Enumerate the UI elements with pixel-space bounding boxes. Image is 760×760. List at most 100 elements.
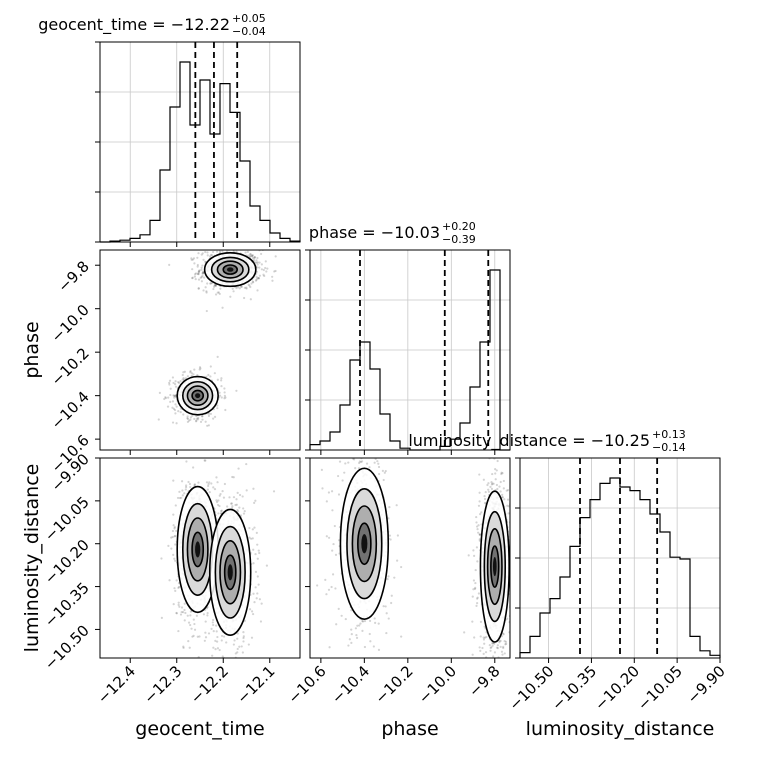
y-axis-label-phase: phase [21, 321, 43, 378]
sample-point [247, 254, 250, 257]
sample-point [331, 549, 334, 552]
sample-point [196, 265, 199, 268]
sample-point [478, 538, 481, 541]
sample-point [230, 661, 232, 663]
sample-point [227, 243, 229, 245]
sample-point [212, 417, 215, 420]
sample-point [510, 581, 512, 583]
sample-point [197, 272, 200, 275]
sample-point [515, 626, 517, 628]
sample-point [219, 492, 222, 496]
sample-point [218, 494, 221, 497]
sample-point [241, 651, 244, 654]
sample-point [182, 646, 185, 649]
sample-point [487, 490, 490, 493]
sample-point [187, 419, 191, 422]
sample-point [201, 272, 204, 275]
sample-point [243, 668, 245, 670]
sample-point [356, 624, 359, 627]
sample-point [212, 618, 215, 622]
sample-point [178, 496, 182, 500]
sample-point [232, 250, 235, 253]
title-minus: −0.14 [652, 441, 686, 454]
sample-point [483, 636, 487, 639]
sample-point [221, 490, 224, 493]
sample-point [212, 285, 216, 289]
sample-point [219, 251, 222, 254]
sample-point [190, 257, 193, 260]
panel-frame [99, 41, 301, 243]
sample-point [212, 623, 215, 627]
sample-point [491, 482, 494, 485]
sample-point [172, 524, 175, 527]
sample-point [220, 639, 223, 642]
sample-point [249, 252, 252, 256]
sample-point [354, 627, 357, 630]
sample-point [238, 645, 241, 648]
sample-point [400, 635, 403, 638]
sample-point [478, 491, 481, 494]
sample-point [238, 287, 241, 290]
sample-point [250, 245, 252, 247]
sample-point [186, 420, 189, 424]
sample-point [262, 273, 265, 276]
sample-point [196, 635, 199, 638]
sample-point [489, 485, 492, 488]
sample-point [361, 620, 364, 623]
sample-point [264, 260, 267, 263]
sample-point [496, 646, 500, 650]
sample-point [166, 405, 170, 408]
sample-point [205, 481, 209, 484]
sample-point [204, 260, 207, 263]
sample-point [358, 460, 361, 463]
sample-point [212, 630, 215, 633]
sample-point [340, 614, 343, 617]
sample-point [220, 396, 223, 399]
sample-point [483, 501, 487, 505]
sample-point [376, 460, 379, 463]
sample-point [199, 420, 203, 423]
sample-point [234, 503, 237, 507]
sample-point [203, 639, 206, 642]
sample-point [220, 379, 223, 382]
sample-point [476, 596, 479, 599]
x-tick-label-luminosity_distance: −10.20 [591, 662, 643, 714]
density-peak [195, 393, 201, 399]
y-tick-label-luminosity_distance: −10.35 [41, 579, 93, 631]
sample-point [181, 373, 184, 377]
sample-point [183, 602, 186, 605]
sample-point [256, 543, 259, 546]
sample-point [172, 513, 175, 516]
sample-point [396, 559, 399, 562]
sample-point [253, 526, 256, 529]
sample-point [252, 592, 255, 595]
sample-point [337, 607, 340, 610]
sample-point [236, 651, 239, 654]
sample-point [200, 268, 203, 271]
sample-point [247, 643, 250, 646]
sample-point [196, 263, 199, 267]
sample-point [218, 504, 221, 508]
sample-point [209, 375, 212, 378]
sample-point [157, 418, 160, 421]
sample-point [250, 253, 253, 257]
sample-point [490, 646, 493, 649]
sample-point [256, 592, 259, 595]
sample-point [253, 501, 256, 504]
sample-point [189, 370, 192, 373]
sample-point [494, 468, 497, 471]
sample-point [238, 506, 241, 509]
sample-point [168, 383, 171, 386]
sample-point [473, 636, 476, 639]
sample-point [344, 617, 347, 621]
sample-point [207, 632, 211, 635]
sample-point [243, 245, 245, 247]
sample-point [215, 630, 218, 633]
sample-point [256, 261, 259, 264]
sample-point [189, 623, 192, 627]
y-tick-label-phase: −10.0 [48, 301, 93, 346]
sample-point [245, 489, 248, 492]
sample-point [204, 459, 207, 462]
sample-point [211, 654, 214, 657]
sample-point [173, 396, 176, 399]
